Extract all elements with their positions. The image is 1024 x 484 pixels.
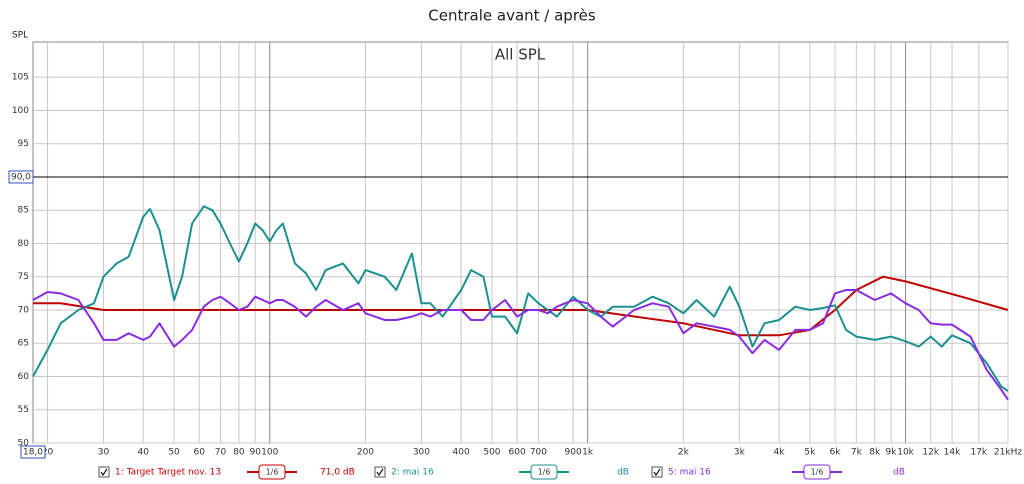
x-tick-label: 500: [483, 448, 500, 458]
x-tick-label: 30: [98, 448, 110, 458]
x-tick-label: 400: [453, 448, 470, 458]
cursor-box: [8, 170, 34, 184]
x-tick-label: 80: [233, 448, 245, 458]
x-tick-label: 100: [261, 448, 278, 458]
y-tick-label: 55: [18, 405, 29, 415]
y-tick-label: 80: [18, 239, 30, 249]
series-line: [32, 289, 1009, 401]
y-tick-label: 50: [18, 439, 30, 449]
x-tick-label: 90: [249, 448, 261, 458]
x-tick-label: 70: [215, 448, 227, 458]
check-mark: [376, 468, 384, 477]
legend-checkbox[interactable]: [651, 466, 663, 478]
cursor-box: [20, 445, 46, 459]
check-mark: [653, 468, 661, 477]
x-tick-label: 6k: [830, 448, 842, 458]
y-tick-label: 75: [18, 272, 29, 282]
x-tick-label: 12k: [922, 448, 939, 458]
x-tick-label: 700: [530, 448, 547, 458]
legend-smoothing: 1/6: [538, 468, 551, 477]
legend-smoothing-box: [803, 464, 831, 480]
cursor-label: 90,0: [11, 172, 31, 182]
y-tick-label: 100: [12, 106, 29, 116]
x-tick-label: 200: [357, 448, 374, 458]
x-tick-label: 8k: [869, 448, 881, 458]
x-tick-label: 2k: [678, 448, 690, 458]
x-tick-label: 14k: [944, 448, 961, 458]
y-tick-label: 70: [18, 305, 30, 315]
legend-offset: 71,0 dB: [320, 468, 355, 478]
y-tick-label: 105: [12, 73, 29, 83]
x-tick-label: 3k: [734, 448, 746, 458]
y-tick-label: 65: [18, 339, 29, 349]
x-tick-label: 40: [138, 448, 150, 458]
x-tick-label: 600: [509, 448, 526, 458]
series-line: [32, 205, 1009, 392]
cursor-label: 18,0: [23, 448, 43, 458]
x-tick-label: 300: [413, 448, 430, 458]
chart-title: Centrale avant / après: [428, 7, 596, 25]
annotation: All SPL: [495, 46, 546, 64]
legend-checkbox[interactable]: [374, 466, 386, 478]
series-line: [33, 275, 1009, 337]
legend-label: 2: mai 16: [391, 468, 434, 478]
check-mark: [100, 468, 108, 477]
legend-smoothing: 1/6: [266, 468, 279, 477]
legend-label: 5: mai 16: [668, 468, 711, 478]
x-tick-label: 20: [42, 448, 54, 458]
legend-checkbox[interactable]: [98, 466, 110, 478]
x-tick-label: 60: [193, 448, 205, 458]
legend-label: 1: Target Target nov. 13: [115, 468, 221, 478]
legend-smoothing-box: [530, 464, 558, 480]
x-tick-label: 900: [565, 448, 582, 458]
x-tick-label: 21kHz: [994, 448, 1022, 458]
x-tick-label: 4k: [774, 448, 786, 458]
x-tick-label: 1k: [582, 448, 594, 458]
x-tick-label: 9k: [886, 448, 898, 458]
legend-smoothing: 1/6: [811, 468, 824, 477]
legend-offset: dB: [617, 468, 629, 478]
plot-area: [32, 41, 1009, 444]
x-tick-label: 5k: [804, 448, 816, 458]
x-tick-label: 17k: [970, 448, 987, 458]
x-tick-label: 7k: [851, 448, 863, 458]
x-tick-label: 10k: [897, 448, 914, 458]
y-tick-label: 95: [18, 139, 29, 149]
legend-smoothing-box: [258, 464, 286, 480]
x-tick-label: 50: [168, 448, 180, 458]
y-tick-label: 60: [18, 372, 30, 382]
y-tick-label: 85: [18, 206, 29, 216]
legend-offset: dB: [893, 468, 905, 478]
y-axis-label: SPL: [12, 31, 28, 41]
